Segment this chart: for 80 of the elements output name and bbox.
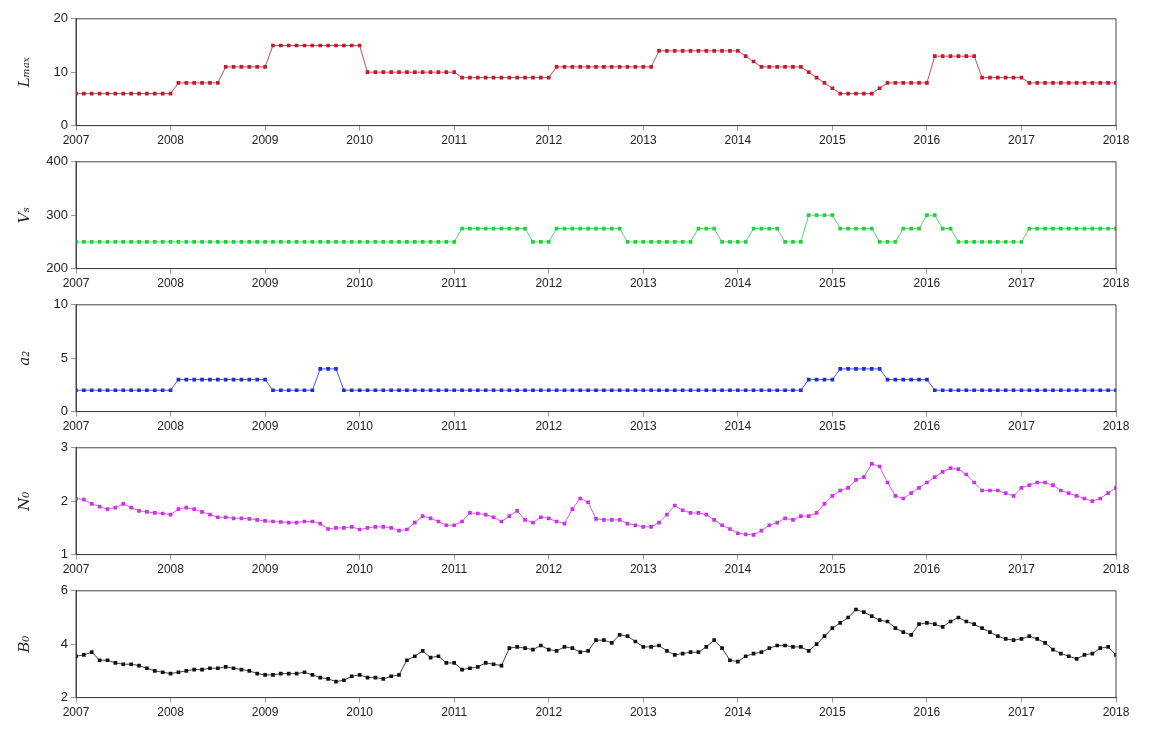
y-tick-label: 1: [60, 546, 68, 562]
y-tick-label: 6: [60, 582, 68, 598]
x-tick-label: 2014: [724, 276, 752, 291]
y-axis-title: Vₛ: [14, 207, 33, 224]
x-tick-label: 2008: [157, 419, 185, 434]
x-tick-label: 2015: [819, 133, 847, 148]
x-tick-label: 2011: [441, 419, 468, 434]
x-tick-label: 2011: [441, 562, 468, 577]
x-tick-label: 2008: [157, 276, 185, 291]
x-tick-label: 2014: [724, 562, 752, 577]
x-tick-label: 2007: [62, 419, 90, 434]
y-tick-label: 3: [60, 439, 68, 455]
x-tick-label: 2007: [62, 276, 90, 291]
x-tick-label: 2007: [62, 562, 90, 577]
x-tick-label: 2015: [819, 705, 847, 720]
y-axis-title: N₀: [14, 491, 33, 512]
x-tick-label: 2013: [629, 562, 657, 577]
x-tick-label: 2010: [346, 276, 374, 291]
y-tick-label: 400: [46, 153, 68, 169]
y-tick-label: 5: [60, 349, 68, 365]
x-tick-label: 2017: [1008, 276, 1036, 291]
x-tick-label: 2009: [251, 562, 279, 577]
x-tick-label: 2017: [1008, 133, 1036, 148]
x-tick-label: 2018: [1102, 276, 1130, 291]
y-tick-label: 10: [53, 296, 68, 312]
x-tick-label: 2009: [251, 419, 279, 434]
x-tick-label: 2014: [724, 419, 752, 434]
x-tick-label: 2009: [251, 705, 279, 720]
x-tick-label: 2014: [724, 133, 752, 148]
x-tick-label: 2008: [157, 705, 185, 720]
x-tick-label: 2012: [535, 562, 563, 577]
x-tick-label: 2008: [157, 133, 185, 148]
x-tick-label: 2007: [62, 133, 90, 148]
x-tick-label: 2012: [535, 276, 563, 291]
y-tick-label: 10: [53, 63, 68, 79]
y-tick-label: 20: [53, 10, 68, 26]
x-tick-label: 2011: [441, 133, 468, 148]
x-tick-label: 2017: [1008, 562, 1036, 577]
y-axis-title: Lₘₐₓ: [14, 56, 33, 89]
x-tick-label: 2015: [819, 276, 847, 291]
x-tick-label: 2016: [913, 133, 941, 148]
x-tick-label: 2010: [346, 562, 374, 577]
y-tick-label: 2: [60, 492, 68, 508]
y-tick-label: 4: [60, 635, 68, 651]
x-tick-label: 2014: [724, 705, 752, 720]
x-tick-label: 2011: [441, 705, 468, 720]
x-tick-label: 2012: [535, 133, 563, 148]
x-tick-label: 2016: [913, 705, 941, 720]
x-tick-label: 2008: [157, 562, 185, 577]
x-tick-label: 2018: [1102, 562, 1130, 577]
x-tick-label: 2013: [629, 419, 657, 434]
y-axis-title: a₂: [14, 350, 33, 366]
x-tick-label: 2011: [441, 276, 468, 291]
x-tick-label: 2007: [62, 705, 90, 720]
y-tick-label: 2: [60, 689, 68, 705]
x-tick-label: 2015: [819, 419, 847, 434]
x-tick-label: 2012: [535, 419, 563, 434]
x-tick-label: 2018: [1102, 133, 1130, 148]
y-tick-label: 300: [46, 206, 68, 222]
y-tick-label: 0: [60, 117, 68, 133]
x-tick-label: 2018: [1102, 419, 1130, 434]
x-tick-label: 2009: [251, 133, 279, 148]
x-tick-label: 2010: [346, 133, 374, 148]
x-tick-label: 2016: [913, 276, 941, 291]
x-tick-label: 2009: [251, 276, 279, 291]
x-tick-label: 2010: [346, 419, 374, 434]
x-tick-label: 2016: [913, 419, 941, 434]
x-tick-label: 2018: [1102, 705, 1130, 720]
x-tick-label: 2016: [913, 562, 941, 577]
x-tick-label: 2017: [1008, 419, 1036, 434]
x-tick-label: 2013: [629, 133, 657, 148]
x-tick-label: 2015: [819, 562, 847, 577]
x-tick-label: 2012: [535, 705, 563, 720]
y-tick-label: 0: [60, 403, 68, 419]
x-tick-label: 2013: [629, 705, 657, 720]
x-tick-label: 2017: [1008, 705, 1036, 720]
x-tick-label: 2013: [629, 276, 657, 291]
y-tick-label: 200: [46, 260, 68, 276]
x-tick-label: 2010: [346, 705, 374, 720]
y-axis-title: B₀: [14, 635, 33, 654]
